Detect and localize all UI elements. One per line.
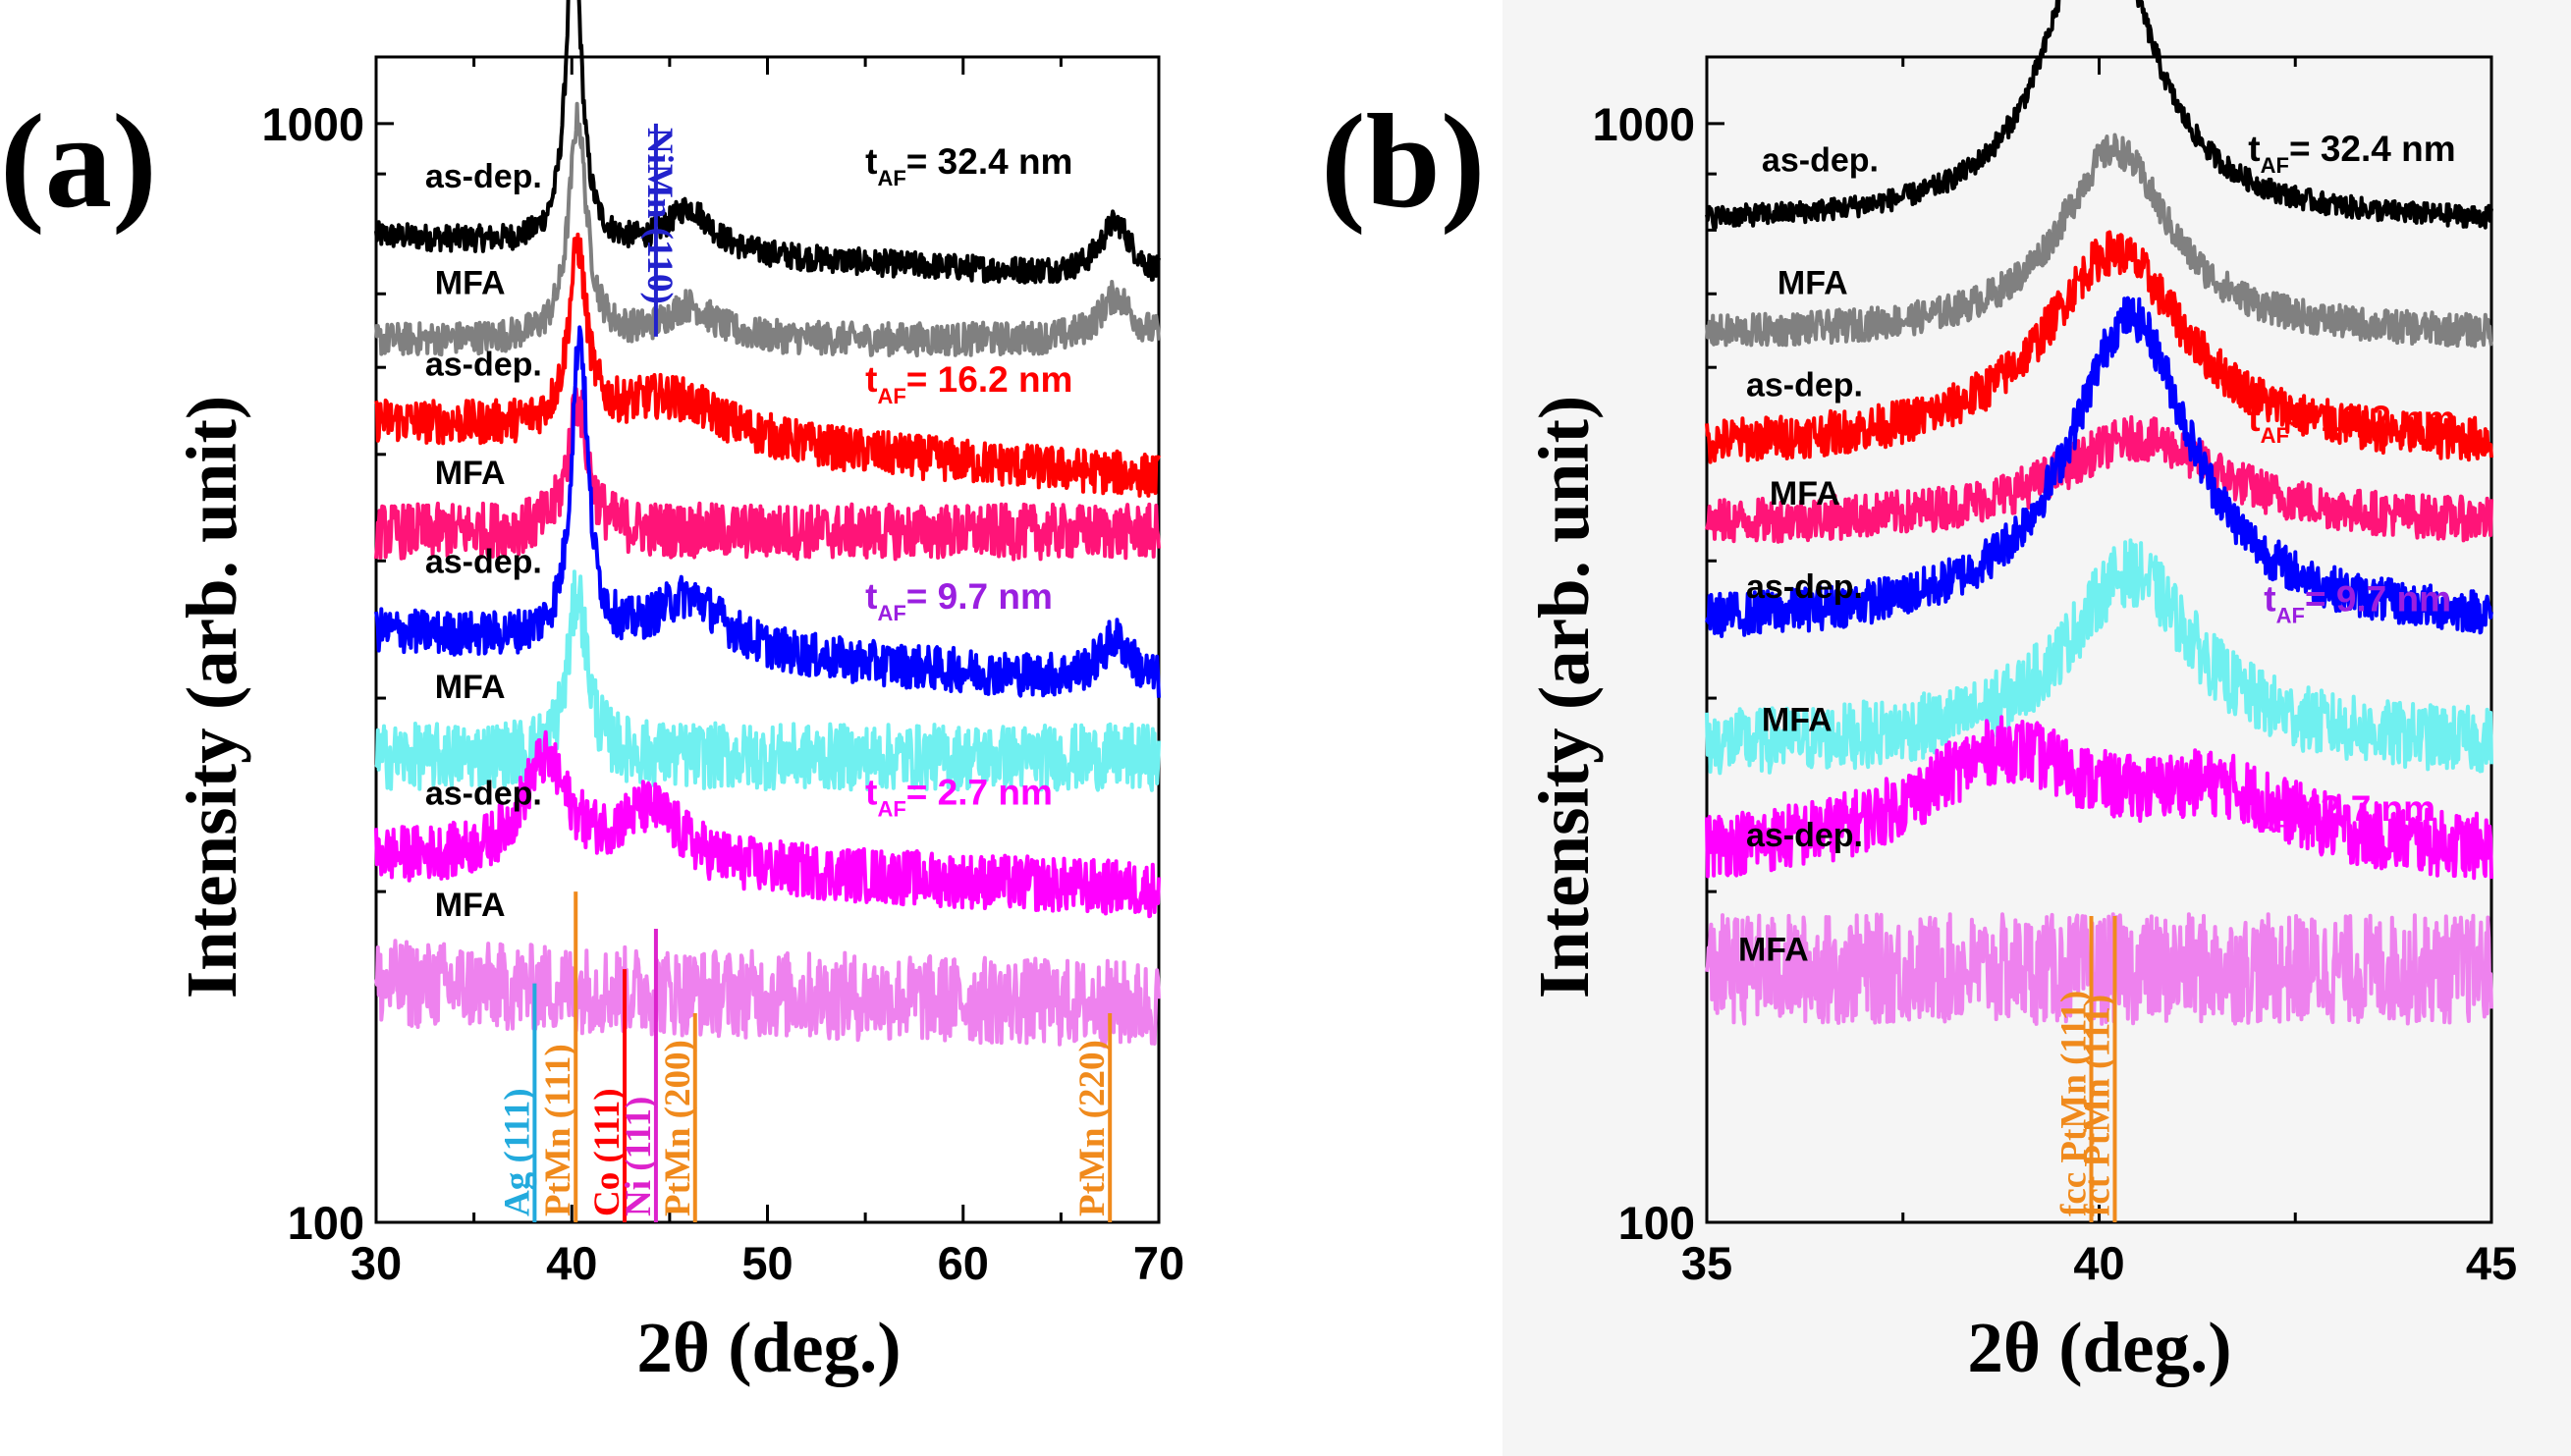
curve-label: MFA	[1778, 264, 1848, 301]
reference-label: Co (111)	[587, 1088, 628, 1216]
series-line-27-asdep	[374, 729, 1161, 919]
panel-b-letter: (b)	[1321, 86, 1485, 236]
series-line-162-mfa	[374, 387, 1161, 562]
y-tick-label: 1000	[261, 98, 364, 150]
reference-label: PtMn (220)	[1072, 1040, 1113, 1216]
curve-label: as-dep.	[425, 346, 542, 383]
reference-label: fcc PtMn (111)	[2054, 991, 2095, 1216]
thickness-label: tAF= 16.2 nm	[2248, 399, 2455, 448]
thickness-label: tAF= 9.7 nm	[2264, 578, 2451, 627]
series-line-162-mfa	[1705, 414, 2493, 544]
y-tick-label: 1000	[1592, 98, 1695, 150]
curve-label: MFA	[435, 669, 506, 706]
series-line-27-mfa	[1705, 912, 2493, 1026]
x-tick-label: 70	[1133, 1237, 1184, 1289]
series-line-97-asdep	[1705, 296, 2493, 638]
y-tick-label: 100	[288, 1197, 364, 1249]
series-line-324-mfa	[374, 101, 1161, 358]
series-line-324-asdep	[374, 0, 1161, 285]
curve-label: MFA	[1762, 702, 1833, 739]
reference-label: Ni (111)	[619, 1097, 659, 1216]
series-line-97-asdep	[374, 325, 1161, 698]
series-line-162-asdep	[374, 232, 1161, 498]
series-line-27-mfa	[374, 939, 1161, 1049]
curve-label: as-dep.	[1746, 817, 1863, 854]
y-tick-label: 100	[1618, 1197, 1695, 1249]
thickness-label: tAF= 2.7 nm	[2248, 788, 2435, 837]
curve-label: MFA	[1738, 932, 1809, 969]
x-tick-label: 60	[938, 1237, 989, 1289]
curve-label: as-dep.	[425, 544, 542, 581]
panel-b-xlabel: 2θ (deg.)	[1967, 1308, 2231, 1387]
curve-label: as-dep.	[1762, 141, 1879, 179]
thickness-label: tAF= 2.7 nm	[865, 773, 1053, 822]
x-tick-label: 45	[2466, 1237, 2517, 1289]
panel-b-ylabel: Intensity (arb. unit)	[1524, 396, 1604, 998]
reference-label: fct PtMn (111)	[2077, 995, 2117, 1216]
series-line-324-mfa	[1705, 133, 2493, 349]
thickness-label: tAF= 9.7 nm	[865, 576, 1053, 625]
panel-a-letter: (a)	[0, 86, 157, 236]
reference-label: NiMn (110)	[639, 128, 680, 304]
panel-a-ylabel: Intensity (arb. unit)	[172, 396, 251, 998]
reference-label: Ag (111)	[497, 1088, 537, 1216]
curve-label: as-dep.	[1746, 366, 1863, 404]
series-line-27-asdep	[1705, 715, 2493, 881]
panel-a-xlabel: 2θ (deg.)	[636, 1308, 901, 1387]
x-tick-label: 50	[741, 1237, 793, 1289]
thickness-label: tAF= 32.4 nm	[865, 141, 1072, 190]
panel-b-plot: 35 40 45 100 1000 fcc PtMn (111)fct PtMn (111…	[1592, 0, 2517, 1289]
reference-label: PtMn (200)	[658, 1040, 698, 1216]
panel-a-plot: 30 40 50 60 70 100 1000 Ag (111) PtMn (111) Co (1…	[261, 0, 1184, 1289]
series-line-97-mfa	[374, 569, 1161, 792]
x-tick-label: 40	[546, 1237, 597, 1289]
x-tick-label: 30	[351, 1237, 402, 1289]
curve-label: MFA	[435, 887, 506, 924]
curve-label: MFA	[1770, 475, 1840, 512]
reference-label: PtMn (111)	[538, 1044, 578, 1216]
curve-label: MFA	[435, 264, 506, 301]
curve-label: as-dep.	[425, 776, 542, 813]
curve-label: as-dep.	[425, 158, 542, 195]
series-line-324-asdep	[1705, 0, 2493, 230]
series-line-97-mfa	[1705, 538, 2493, 776]
x-tick-label: 35	[1681, 1237, 1732, 1289]
curve-label: MFA	[435, 455, 506, 492]
x-tick-label: 40	[2073, 1237, 2124, 1289]
thickness-label: tAF= 32.4 nm	[2248, 129, 2455, 178]
curve-label: as-dep.	[1746, 568, 1863, 606]
thickness-label: tAF= 16.2 nm	[865, 359, 1072, 408]
series-line-162-asdep	[1705, 230, 2493, 464]
